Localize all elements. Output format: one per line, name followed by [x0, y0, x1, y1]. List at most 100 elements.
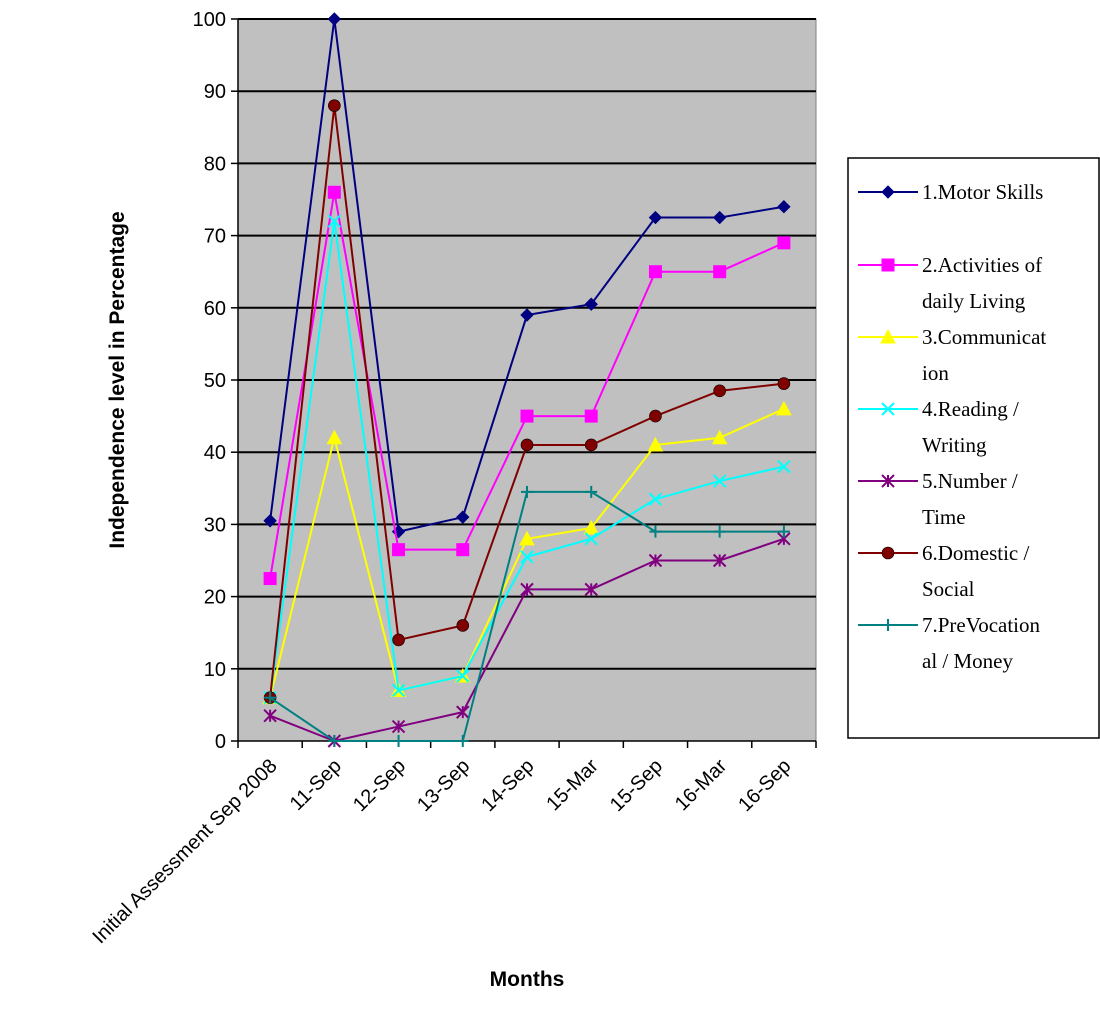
- data-point: [456, 705, 470, 719]
- legend-label: 2.Activities of: [922, 253, 1042, 277]
- legend-item-7: 7.PreVocation al / Money: [858, 613, 1041, 673]
- data-point: [648, 553, 663, 568]
- data-point: [648, 492, 663, 506]
- data-point: [712, 553, 727, 568]
- data-point: [391, 719, 406, 734]
- data-point: [649, 409, 662, 423]
- data-point: [584, 409, 598, 423]
- legend-swatch-marker: [881, 474, 895, 488]
- legend-item-1: 1.Motor Skills: [858, 180, 1043, 204]
- y-tick-label: 60: [204, 298, 226, 320]
- data-point: [456, 619, 470, 632]
- series-2: [263, 185, 791, 586]
- series-7: [264, 485, 790, 747]
- y-tick-label: 50: [204, 370, 226, 392]
- y-tick-label: 30: [204, 514, 226, 536]
- data-point: [584, 438, 598, 452]
- data-point: [327, 185, 341, 199]
- data-point: [392, 633, 405, 647]
- data-point: [584, 582, 598, 597]
- data-point: [584, 532, 598, 546]
- legend-box: [847, 157, 1100, 739]
- data-point: [648, 265, 662, 279]
- data-point: [519, 530, 535, 546]
- data-point: [520, 550, 534, 564]
- data-point: [456, 735, 469, 747]
- legend-label: Time: [922, 505, 966, 529]
- legend-label: Social: [922, 577, 975, 601]
- y-tick-label: 70: [204, 226, 226, 248]
- data-point: [520, 582, 534, 597]
- data-point: [263, 514, 277, 528]
- x-tick-label: 15-Mar: [542, 755, 603, 816]
- data-point: [327, 12, 342, 26]
- legend-label: 5.Number /: [922, 469, 1018, 493]
- data-point: [392, 543, 406, 557]
- y-tick-label: 40: [204, 442, 226, 464]
- y-tick-label: 20: [204, 587, 226, 609]
- legend-swatch-marker: [881, 185, 895, 199]
- y-tick-label: 90: [204, 81, 226, 103]
- data-point: [263, 709, 277, 723]
- legend-label: daily Living: [922, 289, 1026, 313]
- data-point: [648, 210, 663, 225]
- y-tick-label: 100: [193, 9, 226, 31]
- y-axis-title: Independence level in Percentage: [106, 211, 129, 548]
- legend-swatch-marker: [880, 328, 896, 344]
- data-point: [263, 572, 277, 586]
- data-point: [713, 525, 726, 538]
- data-point: [711, 429, 728, 445]
- data-point: [328, 99, 341, 112]
- legend-item-2: 2.Activities of daily Living: [858, 253, 1042, 313]
- x-tick-label: 13-Sep: [413, 755, 474, 816]
- data-point: [392, 735, 405, 747]
- data-point: [456, 543, 470, 557]
- data-point: [777, 459, 791, 474]
- legend-swatch-marker: [881, 402, 895, 416]
- y-tick-label: 0: [215, 731, 226, 753]
- legend-item-6: 6.Domestic / Social: [858, 541, 1029, 601]
- data-point: [649, 525, 662, 538]
- data-point: [520, 438, 534, 452]
- x-axis-title: Months: [490, 968, 565, 991]
- legend-label: 4.Reading /: [922, 397, 1019, 421]
- data-point: [712, 474, 727, 488]
- legend: 1.Motor Skills 2.Activities of daily Livin…: [847, 157, 1100, 739]
- legend-label: 6.Domestic /: [922, 541, 1029, 565]
- series-6: [263, 99, 791, 704]
- x-tick-label: Initial Assessment Sep 2008: [88, 755, 281, 948]
- data-point: [391, 683, 406, 698]
- data-point: [456, 669, 470, 683]
- legend-swatch-marker: [881, 258, 895, 272]
- y-tick-label: 80: [204, 153, 226, 175]
- data-point: [777, 377, 791, 390]
- data-point: [777, 200, 791, 214]
- legend-item-4: 4.Reading / Writing: [858, 397, 1019, 457]
- x-tick-label: 12-Sep: [349, 755, 410, 816]
- data-point: [264, 691, 277, 704]
- data-point: [584, 297, 598, 311]
- x-tick-label: 15-Sep: [606, 755, 667, 816]
- data-point: [777, 236, 791, 250]
- x-tick-label: 11-Sep: [286, 755, 346, 815]
- data-point: [585, 485, 598, 498]
- legend-label: Writing: [922, 433, 987, 457]
- legend-item-3: 3.Communicat ion: [858, 325, 1046, 385]
- data-point: [520, 409, 534, 423]
- legend-label: 1.Motor Skills: [922, 180, 1043, 204]
- x-tick-label: 14-Sep: [477, 755, 538, 816]
- data-point: [713, 384, 726, 398]
- data-point: [777, 525, 790, 538]
- legend-swatch-marker: [882, 619, 894, 631]
- data-point: [327, 214, 342, 228]
- data-point: [520, 308, 534, 322]
- data-point: [326, 429, 343, 445]
- series-layer: [262, 12, 792, 748]
- legend-label: 3.Communicat: [922, 325, 1046, 349]
- y-tick-label: 10: [204, 659, 226, 681]
- legend-swatch-marker: [881, 546, 895, 560]
- data-point: [328, 735, 341, 747]
- x-tick-label: 16-Mar: [671, 755, 732, 816]
- data-point: [456, 510, 470, 524]
